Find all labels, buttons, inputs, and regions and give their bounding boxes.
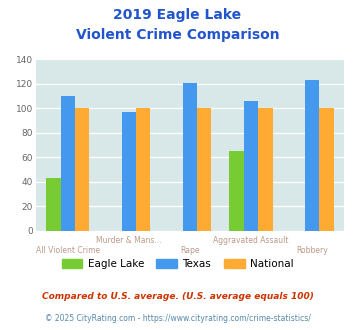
Bar	[183, 83, 197, 231]
Bar	[136, 109, 151, 231]
Bar	[305, 80, 319, 231]
Bar	[319, 109, 334, 231]
Text: Aggravated Assault: Aggravated Assault	[213, 236, 289, 245]
Legend: Eagle Lake, Texas, National: Eagle Lake, Texas, National	[58, 254, 297, 273]
Bar	[258, 109, 273, 231]
Text: 2019 Eagle Lake: 2019 Eagle Lake	[114, 8, 241, 22]
Bar	[46, 178, 61, 231]
Bar	[61, 96, 75, 231]
Text: Violent Crime Comparison: Violent Crime Comparison	[76, 28, 279, 42]
Text: Robbery: Robbery	[296, 246, 328, 255]
Text: Rape: Rape	[180, 246, 200, 255]
Text: All Violent Crime: All Violent Crime	[36, 246, 100, 255]
Text: © 2025 CityRating.com - https://www.cityrating.com/crime-statistics/: © 2025 CityRating.com - https://www.city…	[45, 314, 310, 323]
Bar	[197, 109, 212, 231]
Bar	[229, 151, 244, 231]
Text: Compared to U.S. average. (U.S. average equals 100): Compared to U.S. average. (U.S. average …	[42, 292, 313, 301]
Bar	[75, 109, 89, 231]
Bar	[122, 112, 136, 231]
Text: Murder & Mans...: Murder & Mans...	[96, 236, 162, 245]
Bar	[244, 101, 258, 231]
